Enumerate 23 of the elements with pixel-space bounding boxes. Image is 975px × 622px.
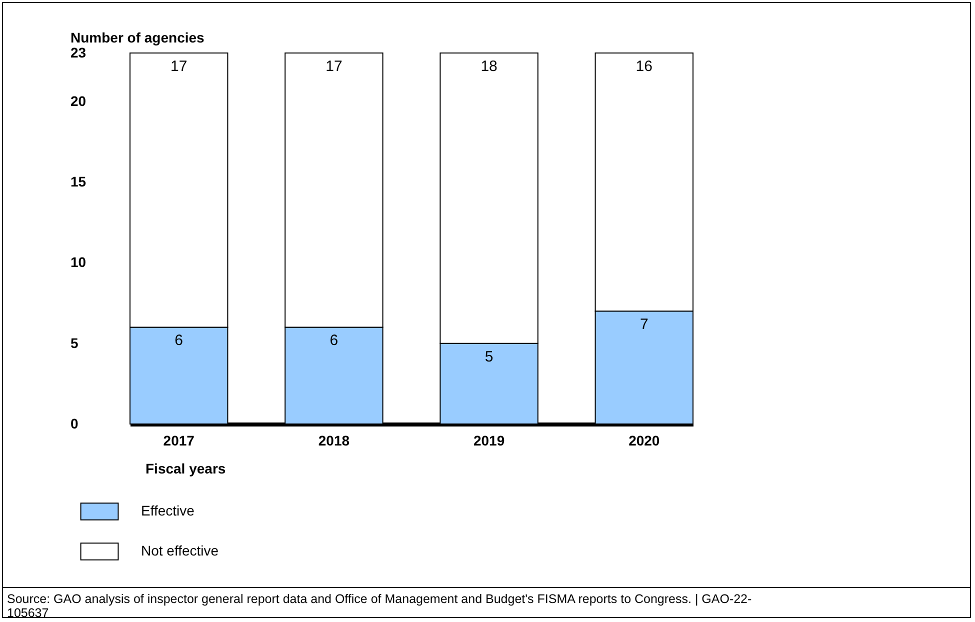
x-tick-label: 2020 — [628, 432, 660, 448]
data-label: 16 — [636, 58, 652, 75]
y-tick-label: 23 — [70, 44, 86, 60]
y-tick-label: 20 — [70, 92, 86, 109]
y-axis-title: Number of agencies — [70, 30, 205, 46]
x-axis-title: Fiscal years — [146, 460, 226, 476]
y-tick-label: 5 — [70, 334, 78, 351]
data-label: 5 — [484, 348, 494, 366]
data-label: 17 — [170, 58, 188, 75]
x-tick-label: 2017 — [163, 432, 195, 448]
x-tick-label: 2019 — [473, 432, 505, 448]
data-label: 6 — [330, 332, 338, 350]
y-tick-label: 15 — [70, 174, 86, 190]
legend-label: Not effective — [141, 542, 219, 558]
legend-label: Effective — [141, 502, 195, 518]
source-note: Source: GAO analysis of inspector general report data and Office of Management and Budget's FISMA reports to Congress. | GAO-22-105637 — [7, 592, 753, 620]
data-label: 7 — [640, 316, 648, 334]
y-tick-label: 10 — [70, 254, 86, 270]
x-tick-label: 2018 — [318, 432, 350, 448]
data-label: 6 — [174, 332, 184, 350]
data-label: 18 — [480, 58, 498, 75]
y-tick-label: 0 — [70, 416, 78, 432]
data-label: 17 — [326, 58, 342, 75]
